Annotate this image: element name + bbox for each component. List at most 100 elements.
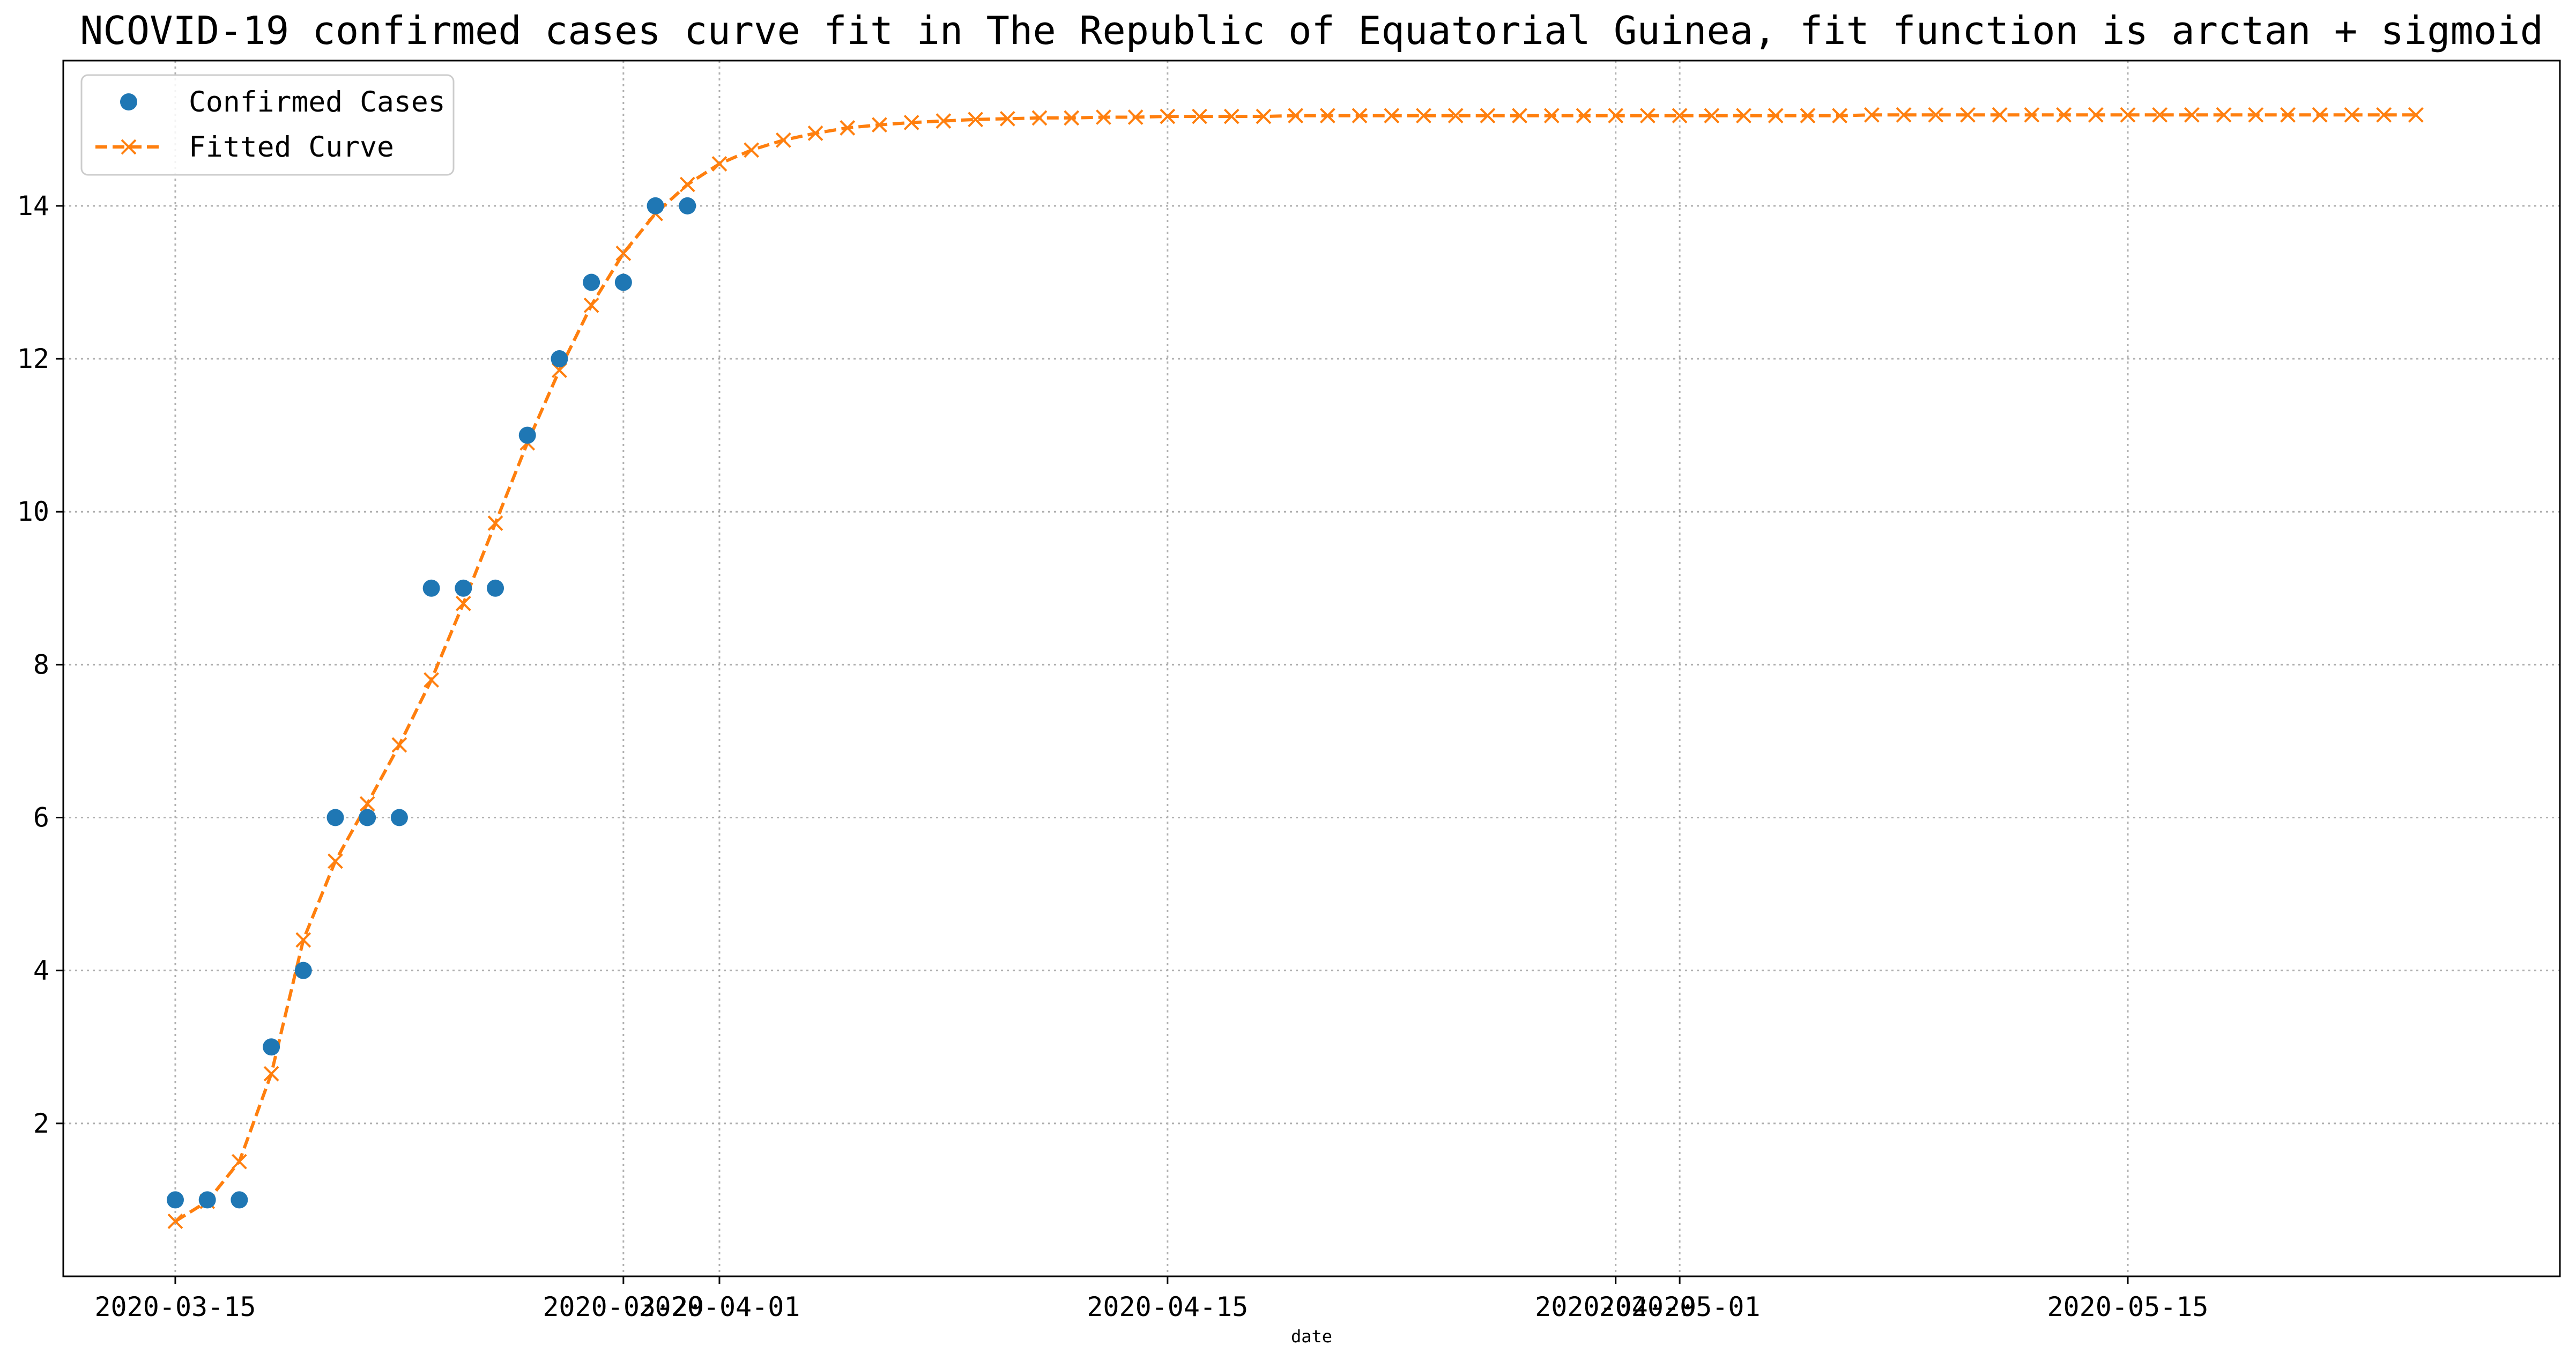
y-tick-label: 12: [17, 343, 49, 374]
confirmed-case-point: [166, 1191, 184, 1209]
confirmed-case-point: [326, 809, 344, 826]
fitted-curve-point: [2184, 107, 2200, 123]
fitted-curve-point: [263, 1066, 279, 1082]
fitted-curve-point: [2024, 107, 2040, 123]
fitted-curve-point: [615, 245, 632, 261]
axes-frame: [62, 60, 2561, 1277]
fitted-curve-point: [583, 297, 599, 313]
confirmed-case-point: [263, 1038, 280, 1056]
fitted-curve-point: [775, 132, 791, 148]
fitted-curve-point: [1223, 108, 1239, 124]
fitted-curve-point: [1672, 108, 1688, 124]
y-tick-label: 6: [33, 802, 49, 833]
fitted-curve-point: [1608, 108, 1624, 124]
fitted-curve-point: [1512, 108, 1527, 124]
x-tick-label: 2020-05-15: [2047, 1291, 2208, 1322]
fitted-curve-point: [679, 176, 695, 193]
fitted-curve-point: [1736, 108, 1751, 124]
fitted-curve-point: [2312, 107, 2328, 123]
x-tick-label: 2020-03-15: [94, 1291, 256, 1322]
y-tick-label: 8: [33, 649, 49, 680]
fitted-curve-point: [231, 1154, 247, 1170]
fitted-curve-point: [1256, 108, 1272, 124]
fitted-curve-point: [359, 796, 375, 812]
y-tick-label: 4: [33, 955, 49, 986]
fitted-curve-point: [999, 110, 1015, 127]
fitted-curve-point: [1864, 107, 1880, 123]
confirmed-case-point: [551, 350, 568, 368]
fitted-curve-point: [807, 125, 823, 141]
fitted-curve-point: [1639, 108, 1656, 124]
fitted-curve-point: [1768, 108, 1784, 124]
fitted-curve-point: [1896, 107, 1912, 123]
fitted-curve-point: [2088, 107, 2104, 123]
fitted-curve-point: [1416, 108, 1431, 124]
fitted-curve-point: [391, 737, 407, 753]
confirmed-cases-series: [166, 197, 696, 1209]
fitted-curve-series: [174, 113, 2416, 1223]
fitted-curve-point: [1384, 108, 1400, 124]
legend: Confirmed Cases Fitted Curve: [80, 74, 455, 176]
fitted-curve-point: [455, 595, 471, 611]
x-tick-label: 2020-04-15: [1087, 1291, 1248, 1322]
fitted-curve-point: [936, 113, 952, 129]
fitted-curve-point: [1992, 107, 2008, 123]
chart-title: NCOVID-19 confirmed cases curve fit in T…: [80, 8, 2543, 53]
fitted-curve-point: [1800, 108, 1816, 124]
fitted-curve-point: [1480, 108, 1496, 124]
confirmed-case-point: [390, 809, 408, 826]
confirmed-case-point: [294, 962, 312, 979]
x-tick-label: 2020-05-01: [1599, 1291, 1761, 1322]
fitted-curve-point: [968, 112, 984, 128]
fitted-curve-line: [174, 113, 2416, 1223]
fitted-curve-point: [2248, 107, 2264, 123]
fitted-curve-point: [2344, 107, 2360, 123]
legend-confirmed-marker: [120, 93, 137, 110]
fitted-curve-point: [2216, 107, 2232, 123]
legend-confirmed-label: Confirmed Cases: [189, 86, 446, 119]
fitted-curve-point: [295, 932, 311, 948]
fitted-curve-point: [167, 1213, 183, 1229]
fitted-curve-point: [1543, 108, 1560, 124]
fitted-curve-point: [2056, 107, 2072, 123]
y-tick-label: 2: [33, 1108, 49, 1139]
fitted-curve-point: [424, 672, 440, 688]
fitted-curve-point: [1031, 110, 1048, 126]
legend-fitted-marker: [121, 139, 137, 155]
fitted-curve-point: [1160, 108, 1176, 124]
fitted-curve-markers: [167, 107, 2424, 1229]
fitted-curve-point: [1704, 108, 1720, 124]
fitted-curve-point: [1319, 108, 1335, 124]
fitted-curve-point: [711, 156, 727, 172]
confirmed-case-point: [614, 274, 632, 291]
fitted-curve-point: [1447, 108, 1464, 124]
fitted-curve-point: [328, 853, 343, 869]
x-tick-label: 2020-03-29: [543, 1291, 704, 1322]
fitted-curve-point: [2376, 107, 2392, 123]
fitted-curve-point: [487, 515, 503, 531]
fitted-curve-point: [1928, 107, 1944, 123]
y-tick-label: 10: [17, 496, 49, 527]
fitted-curve-point: [2408, 107, 2424, 123]
fitted-curve-point: [1960, 107, 1976, 123]
fitted-curve-point: [1064, 110, 1080, 126]
legend-box: [80, 74, 455, 176]
confirmed-case-point: [198, 1191, 216, 1209]
x-tick-label: 2020-04-29: [1535, 1291, 1696, 1322]
fitted-curve-point: [1832, 108, 1848, 124]
y-tick-label: 14: [17, 190, 49, 221]
confirmed-case-point: [359, 809, 376, 826]
fitted-curve-point: [744, 142, 760, 158]
fitted-curve-point: [1192, 108, 1207, 124]
confirmed-case-point: [679, 197, 696, 215]
confirmed-case-point: [231, 1191, 248, 1209]
fitted-curve-point: [1288, 108, 1304, 124]
fitted-curve-point: [1352, 108, 1368, 124]
confirmed-case-point: [583, 274, 600, 291]
fitted-curve-point: [2120, 107, 2136, 123]
confirmed-case-point: [455, 579, 472, 597]
confirmed-case-point: [518, 426, 536, 444]
confirmed-case-point: [647, 197, 664, 215]
